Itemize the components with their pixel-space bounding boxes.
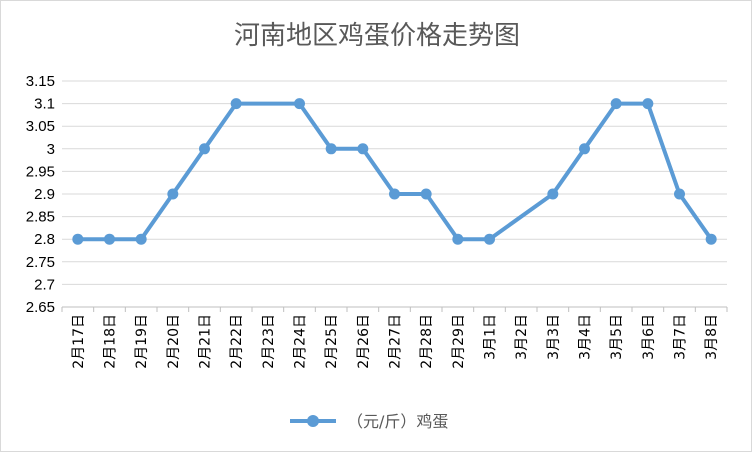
data-point xyxy=(547,188,559,200)
x-tick-label: 2月21日 xyxy=(198,314,214,369)
x-tick-label: 2月26日 xyxy=(356,314,372,369)
data-point xyxy=(610,98,622,110)
x-tick-label: 2月22日 xyxy=(229,314,245,369)
x-axis-ticks: 2月17日 2月18日 2月19日 2月20日 2月21日 2月22日 2月23日 2月24日… xyxy=(61,307,728,369)
y-tick-label: 3.1 xyxy=(34,96,55,113)
x-tick-label: 2月25日 xyxy=(324,314,340,369)
y-tick-label: 3 xyxy=(47,141,55,158)
data-point xyxy=(705,233,717,245)
y-tick-label: 2.85 xyxy=(26,209,55,226)
data-point xyxy=(674,188,685,200)
x-tick-label: 3月5日 xyxy=(609,314,625,360)
data-point xyxy=(199,143,210,155)
chart-title: 河南地区鸡蛋价格走势图 xyxy=(234,21,520,51)
x-tick-label: 2月23日 xyxy=(261,314,277,369)
x-tick-label: 3月1日 xyxy=(483,314,499,360)
data-point xyxy=(484,233,495,245)
x-tick-label: 2月29日 xyxy=(451,314,467,369)
data-point xyxy=(642,98,654,110)
y-tick-label: 2.8 xyxy=(34,231,55,248)
x-tick-label: 2月28日 xyxy=(419,314,435,369)
x-tick-label: 2月27日 xyxy=(388,314,404,369)
data-point xyxy=(357,143,369,155)
y-tick-label: 2.9 xyxy=(34,186,55,203)
x-tick-label: 3月2日 xyxy=(514,314,530,360)
y-tick-label: 2.65 xyxy=(26,299,55,316)
x-tick-label: 2月17日 xyxy=(71,314,87,369)
data-point xyxy=(167,188,179,200)
x-tick-label: 3月6日 xyxy=(641,314,657,360)
x-tick-label: 3月4日 xyxy=(578,314,594,360)
data-point xyxy=(420,188,432,200)
x-tick-label: 2月24日 xyxy=(293,314,309,369)
x-tick-label: 3月3日 xyxy=(546,314,562,360)
y-tick-label: 3.05 xyxy=(26,118,55,135)
y-tick-label: 2.7 xyxy=(34,276,55,293)
y-tick-label: 2.75 xyxy=(26,254,55,271)
legend-point-marker xyxy=(307,415,319,427)
x-tick-label: 3月8日 xyxy=(704,314,720,360)
data-point xyxy=(325,143,337,155)
x-tick-label: 2月18日 xyxy=(103,314,119,369)
data-point xyxy=(389,188,400,200)
legend-label: （元/斤）鸡蛋 xyxy=(347,412,448,431)
data-point xyxy=(579,143,590,155)
series-layer xyxy=(72,98,717,245)
y-axis-ticks: 3.15 3.1 3.05 3 2.95 2.9 2.85 2.8 2.75 2.7 2.65 xyxy=(26,73,55,316)
data-point xyxy=(135,233,147,245)
data-point xyxy=(452,233,464,245)
data-point xyxy=(104,233,115,245)
x-tick-label: 3月7日 xyxy=(673,314,689,360)
x-tick-label: 2月20日 xyxy=(166,314,182,369)
legend: （元/斤）鸡蛋 xyxy=(290,412,448,431)
data-point xyxy=(294,98,305,110)
x-tick-label: 2月19日 xyxy=(134,314,150,369)
data-point xyxy=(230,98,242,110)
y-tick-label: 2.95 xyxy=(26,163,55,180)
y-tick-label: 3.15 xyxy=(26,73,55,90)
data-point xyxy=(72,233,84,245)
